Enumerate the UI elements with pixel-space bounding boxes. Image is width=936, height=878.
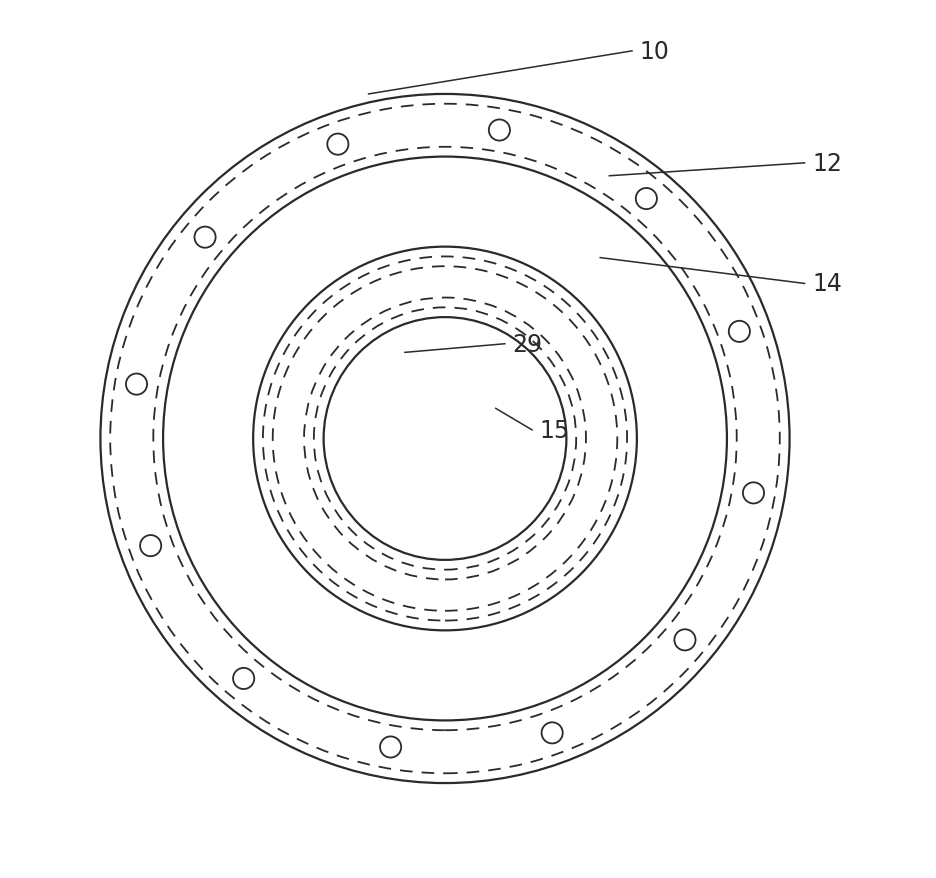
Text: 15: 15 <box>539 419 569 443</box>
Text: 12: 12 <box>812 152 841 176</box>
Text: 14: 14 <box>812 272 841 296</box>
Text: 29: 29 <box>512 333 542 356</box>
Text: 10: 10 <box>639 40 669 64</box>
